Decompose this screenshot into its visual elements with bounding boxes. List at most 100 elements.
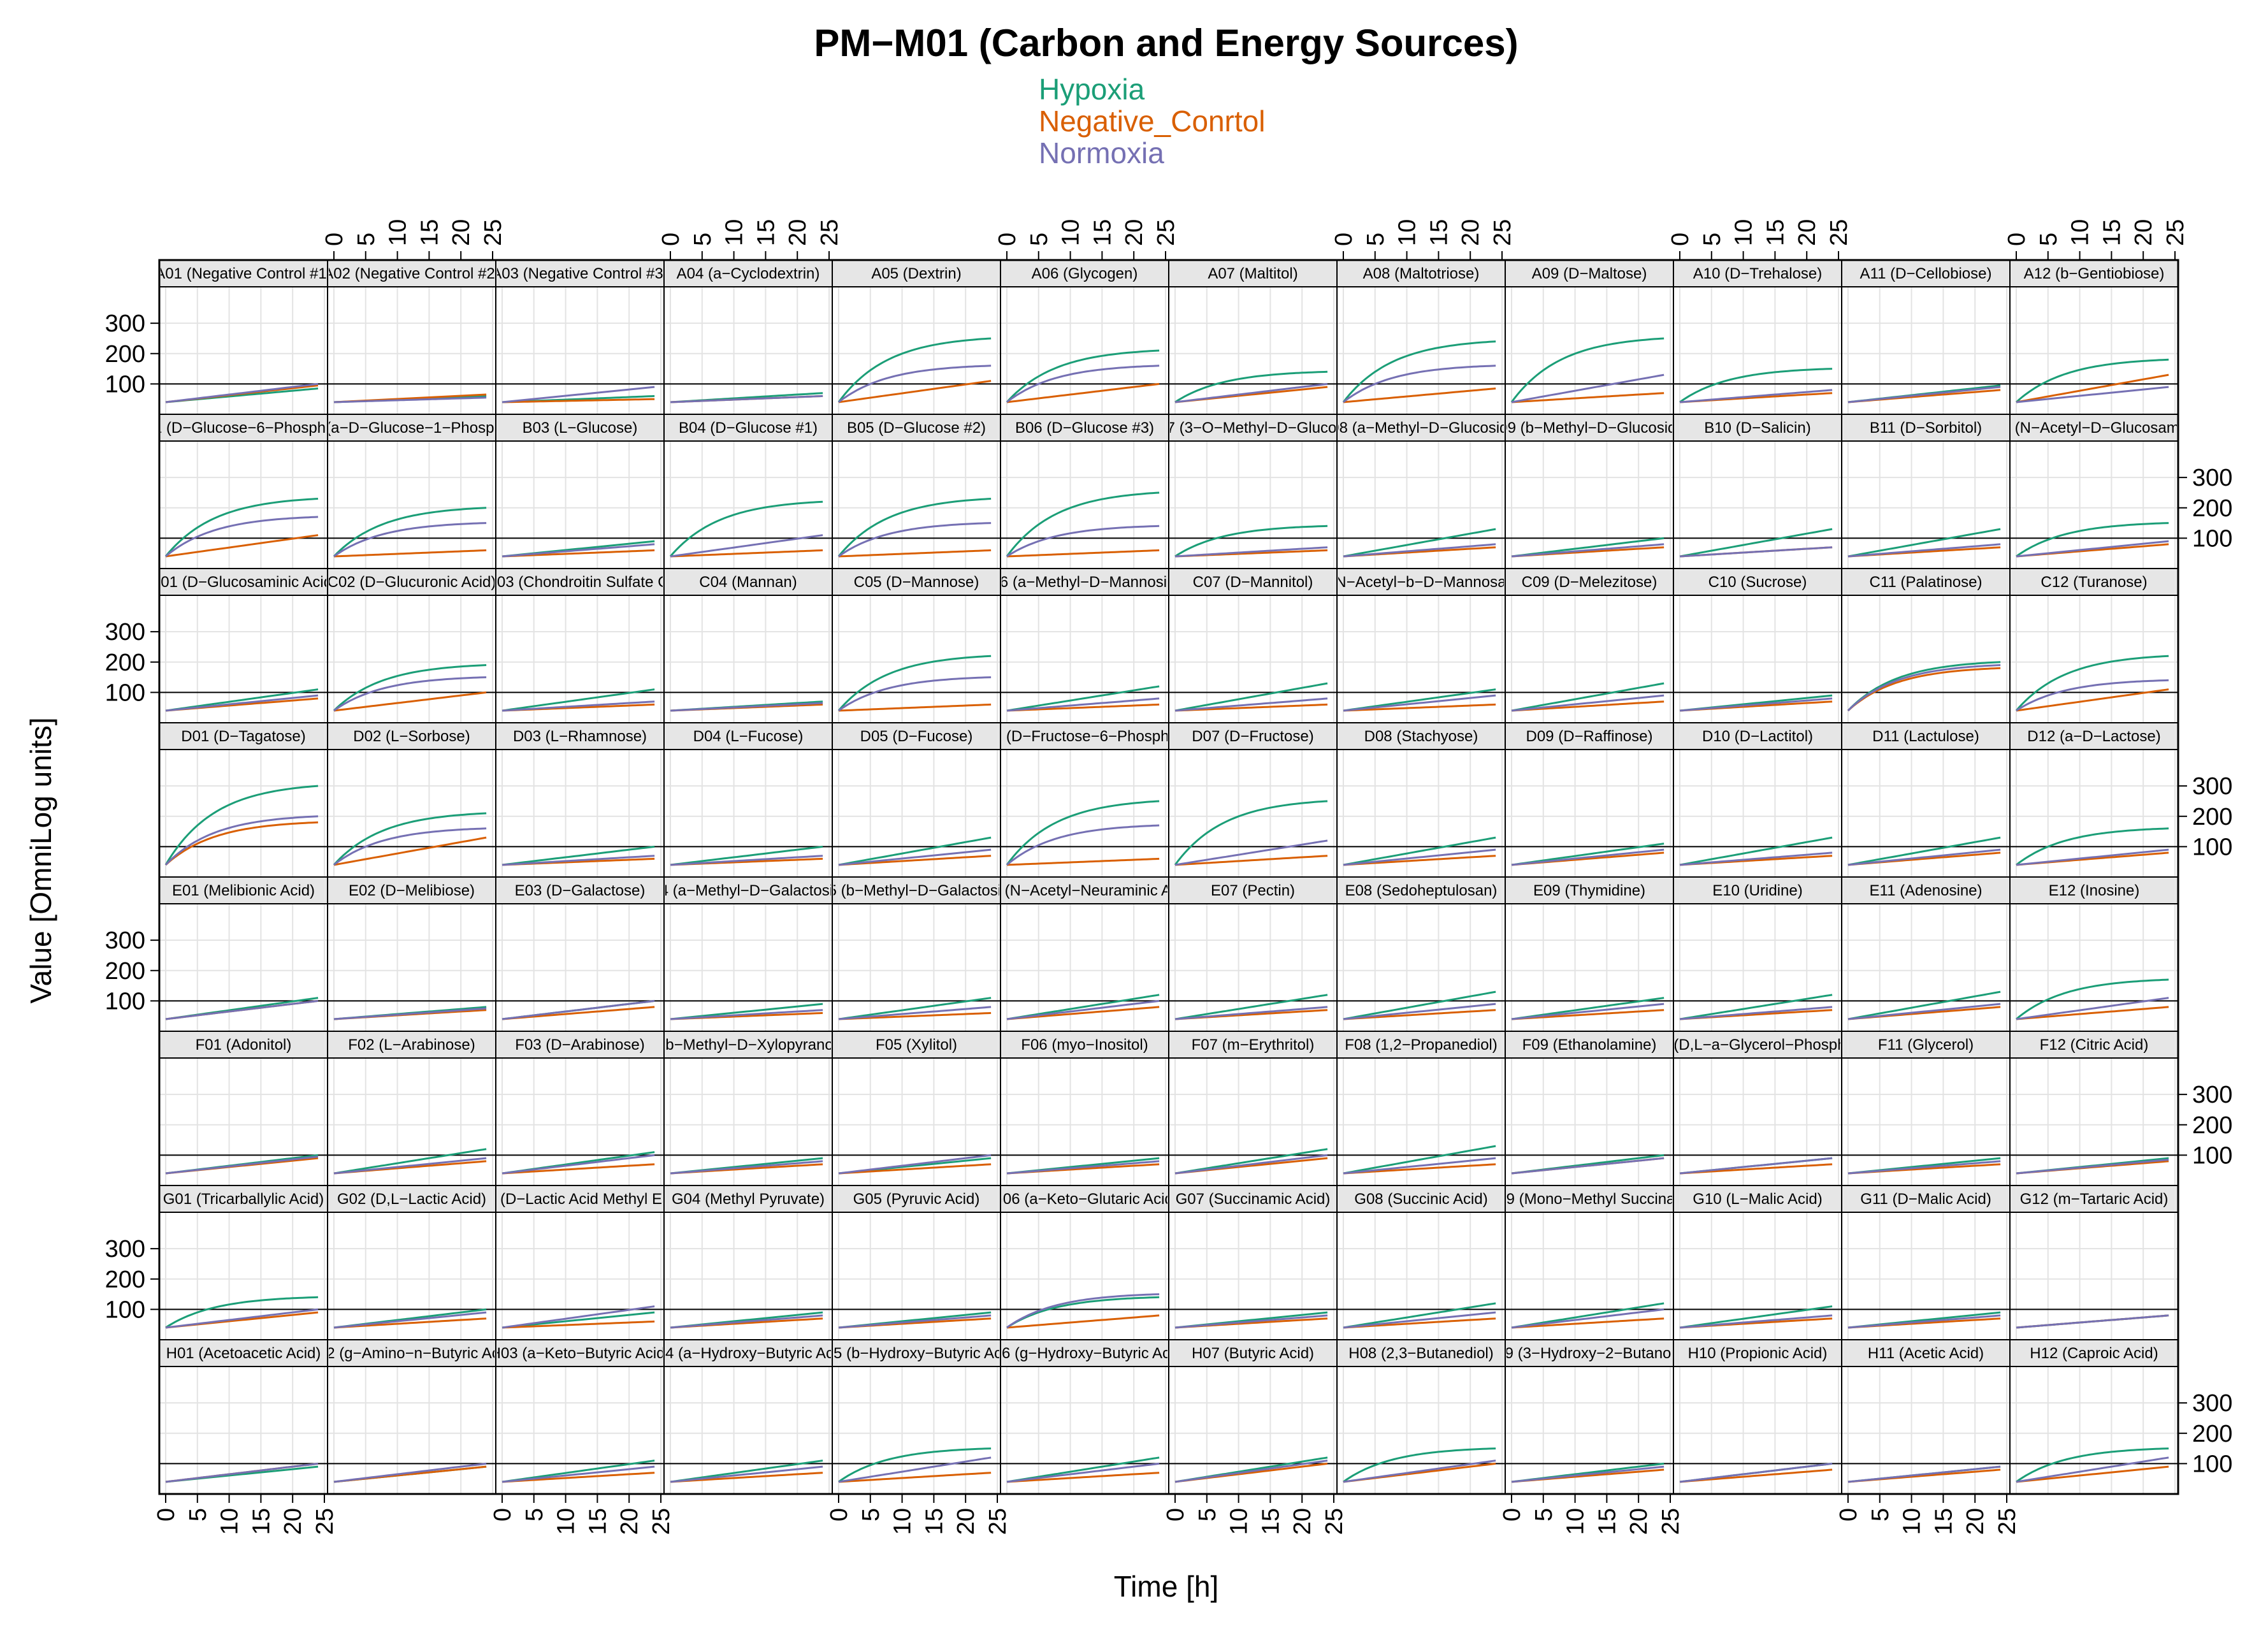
plot-area-c02 <box>328 595 496 723</box>
strip-label-b02: B02 (a−D−Glucose−1−Phosphate) <box>294 419 529 437</box>
series-line-hypoxia-c01 <box>165 688 319 712</box>
series-line-negative-conrtol-b05 <box>838 549 992 558</box>
strip-a12 <box>2009 259 2179 287</box>
series-line-normoxia-b06 <box>1006 525 1160 558</box>
series-line-normoxia-b08 <box>1343 543 1496 558</box>
strip-label-e10: E10 (Uridine) <box>1712 882 1802 899</box>
strip-c04 <box>663 568 833 596</box>
series-line-normoxia-b10 <box>1679 546 1833 558</box>
series-line-normoxia-f04 <box>670 1160 823 1175</box>
strip-f08 <box>1336 1031 1506 1059</box>
plot-area-b01 <box>159 441 328 569</box>
plot-area-b05 <box>832 441 1000 569</box>
series-line-negative-conrtol-c08 <box>1343 703 1496 712</box>
series-line-hypoxia-g01 <box>165 1296 319 1329</box>
plot-area-b03 <box>496 441 664 569</box>
plot-area-a05 <box>832 287 1000 414</box>
x-tick-label-top: 10 <box>385 219 412 246</box>
strip-label-e07: E07 (Pectin) <box>1211 882 1295 899</box>
strip-label-e03: E03 (D−Galactose) <box>515 882 646 899</box>
y-tick-label-right: 300 <box>2192 465 2232 491</box>
series-line-normoxia-e05 <box>838 1006 992 1020</box>
plot-area-d03 <box>496 750 664 877</box>
strip-label-h04: H04 (a−Hydroxy−Butyric Acid) <box>646 1345 850 1362</box>
plot-area-c09 <box>1505 595 1673 723</box>
series-line-normoxia-b03 <box>502 543 655 558</box>
series-line-normoxia-c05 <box>838 676 992 712</box>
strip-label-b05: B05 (D−Glucose #2) <box>847 419 986 437</box>
y-tick-label-left: 100 <box>105 679 145 706</box>
strip-label-h02: H02 (g−Amino−n−Butyric Acid) <box>307 1345 517 1362</box>
strip-e08 <box>1336 876 1506 904</box>
plot-area-b06 <box>1000 441 1169 569</box>
series-line-hypoxia-b11 <box>1847 528 2001 558</box>
x-tick-label-bottom: 5 <box>858 1508 885 1521</box>
series-line-hypoxia-e07 <box>1174 994 1328 1020</box>
series-line-normoxia-b09 <box>1511 543 1665 558</box>
series-line-normoxia-f08 <box>1343 1157 1496 1175</box>
x-tick-label-top: 25 <box>1826 219 1853 246</box>
strip-c07 <box>1168 568 1338 596</box>
strip-h04 <box>663 1339 833 1367</box>
strip-b08 <box>1336 414 1506 442</box>
series-line-hypoxia-h08 <box>1343 1447 1496 1483</box>
series-line-normoxia-b02 <box>333 522 487 558</box>
strip-e03 <box>495 876 665 904</box>
strip-g04 <box>663 1185 833 1213</box>
plot-area-e11 <box>1842 904 2010 1031</box>
series-line-hypoxia-f07 <box>1174 1148 1328 1175</box>
series-line-hypoxia-a10 <box>1679 368 1833 403</box>
series-line-hypoxia-a09 <box>1510 337 1665 403</box>
series-line-hypoxia-g03 <box>502 1311 655 1329</box>
series-line-normoxia-a10 <box>1679 389 1833 403</box>
strip-label-d09: D09 (D−Raffinose) <box>1526 728 1653 745</box>
strip-label-b11: B11 (D−Sorbitol) <box>1870 419 1982 437</box>
x-tick-label-top: 20 <box>2130 219 2157 246</box>
strip-label-e06: E06 (N−Acetyl−Neuraminic Acid) <box>973 882 1195 899</box>
series-line-negative-conrtol-g03 <box>502 1320 655 1329</box>
series-line-negative-conrtol-g08 <box>1343 1317 1496 1329</box>
series-line-normoxia-b05 <box>838 522 992 558</box>
series-line-negative-conrtol-c02 <box>333 691 487 712</box>
series-line-normoxia-f06 <box>1006 1160 1160 1175</box>
series-line-normoxia-f05 <box>838 1154 992 1175</box>
series-line-normoxia-g06 <box>1006 1293 1160 1329</box>
strip-label-f04: F04 (b−Methyl−D−Xylopyranoside) <box>630 1036 867 1054</box>
series-line-normoxia-f10 <box>1679 1157 1833 1175</box>
series-line-normoxia-d10 <box>1679 852 1833 866</box>
strip-label-a11: A11 (D−Cellobiose) <box>1860 265 1992 282</box>
plot-area-h11 <box>1842 1366 2010 1494</box>
series-line-normoxia-a03 <box>502 386 655 403</box>
series-line-negative-conrtol-a05 <box>838 380 992 403</box>
series-line-normoxia-d12 <box>2016 848 2169 866</box>
plot-area-c04 <box>664 595 832 723</box>
series-line-negative-conrtol-e09 <box>1511 1009 1665 1020</box>
series-line-negative-conrtol-d05 <box>838 855 992 866</box>
strip-label-a05: A05 (Dextrin) <box>871 265 961 282</box>
series-line-normoxia-h10 <box>1679 1462 1833 1483</box>
strip-label-h07: H07 (Butyric Acid) <box>1192 1345 1314 1362</box>
series-line-negative-conrtol-h10 <box>1679 1468 1833 1483</box>
series-line-hypoxia-c09 <box>1511 682 1665 712</box>
plot-area-g12 <box>2010 1212 2178 1340</box>
x-tick-label-top: 0 <box>2004 233 2030 246</box>
series-line-normoxia-f02 <box>333 1157 487 1175</box>
strip-label-a10: A10 (D−Trehalose) <box>1693 265 1823 282</box>
series-line-normoxia-e10 <box>1679 1006 1833 1020</box>
strip-g01 <box>159 1185 328 1213</box>
series-line-normoxia-e12 <box>2016 997 2169 1020</box>
x-tick-label-bottom: 5 <box>1867 1508 1894 1521</box>
series-line-hypoxia-f02 <box>333 1148 487 1175</box>
strip-label-a06: A06 (Glycogen) <box>1032 265 1138 282</box>
series-line-hypoxia-a07 <box>1174 370 1328 403</box>
plot-area-f08 <box>1337 1058 1505 1185</box>
plot-area-b10 <box>1673 441 1842 569</box>
strip-label-d12: D12 (a−D−Lactose) <box>2027 728 2160 745</box>
plot-area-c11 <box>1842 595 2010 723</box>
strip-label-c02: C02 (D−Glucuronic Acid) <box>328 574 496 591</box>
plot-area-a12 <box>2010 287 2178 414</box>
series-line-normoxia-c01 <box>165 694 319 712</box>
strip-b05 <box>832 414 1001 442</box>
strip-label-d08: D08 (Stachyose) <box>1364 728 1478 745</box>
